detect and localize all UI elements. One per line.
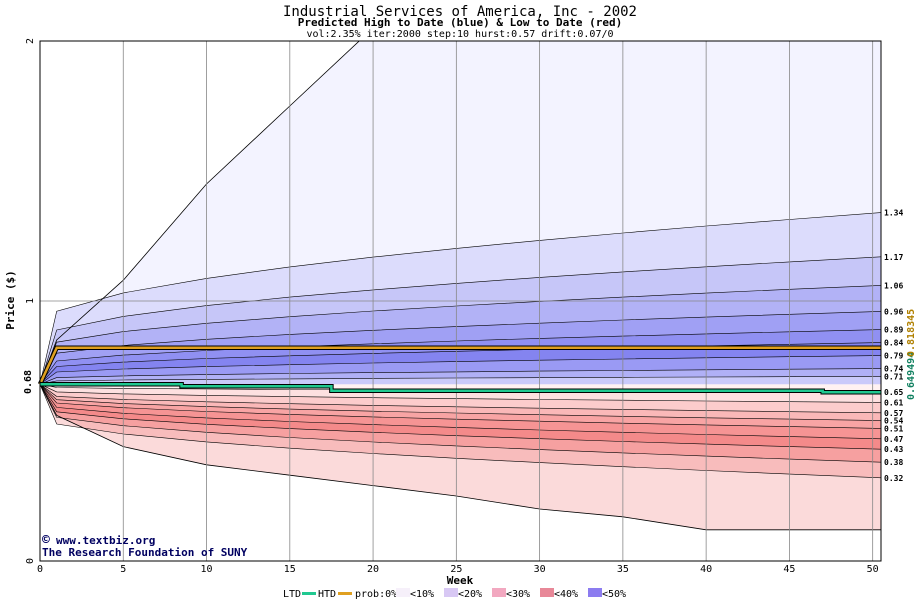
legend-prob-label: prob:0% [355, 589, 397, 600]
legend-prob-label: <50% [602, 589, 626, 600]
level-label: 0.79 [884, 352, 903, 361]
legend: LTD HTD prob:0% <10% <20% <30% <40% <50% [283, 588, 626, 600]
band-red-0.47 [40, 384, 881, 450]
legend-prob-label: <40% [554, 589, 578, 600]
level-label: 1.34 [884, 209, 903, 218]
band-red-0.43 [40, 384, 881, 463]
right-label-high: 0.818345 [906, 309, 917, 357]
blue-level-line [40, 355, 881, 385]
legend-prob-label: <30% [506, 589, 530, 600]
level-label: 1.06 [884, 281, 903, 290]
level-label: 1.17 [884, 253, 903, 262]
level-label: 0.74 [884, 365, 903, 374]
chart-subtitle: Predicted High to Date (blue) & Low to D… [298, 16, 623, 29]
y-tick-label: 1 [25, 298, 36, 304]
band-blue-1.34 [40, 212, 881, 385]
band-blue-0.71 [40, 376, 881, 385]
bands-group [40, 41, 881, 531]
series-ltd [40, 382, 881, 394]
red-level-line [40, 384, 881, 463]
band-blue-1.17 [40, 256, 881, 385]
blue-level-line [40, 285, 881, 385]
band-red-0.61 [40, 384, 881, 413]
right-label-low: 0.649494 [906, 352, 917, 400]
legend-prob-swatch [396, 588, 410, 597]
legend-prob-swatch [588, 588, 602, 597]
band-blue-1.06 [40, 285, 881, 385]
blue-level-line [40, 329, 881, 385]
x-tick-label: 50 [867, 564, 879, 575]
level-label: 0.96 [884, 307, 903, 316]
y-tick-label: 2 [25, 38, 36, 44]
plot-area: 0 5 10 15 20 25 30 35 40 45 50 0 1 2 1.34 1.17 1.06 0.96 0… [25, 38, 903, 575]
band-red-0.51 [40, 384, 881, 439]
level-label: 0.61 [884, 398, 903, 407]
red-level-line [40, 384, 881, 450]
legend-ltd-swatch [302, 592, 316, 595]
current-price-label: 0.68 [23, 370, 34, 394]
x-tick-label: 5 [120, 564, 126, 575]
red-level-line [40, 383, 881, 403]
x-tick-label: 35 [617, 564, 629, 575]
x-tick-label: 10 [201, 564, 213, 575]
level-label: 0.89 [884, 326, 903, 335]
legend-prob-swatch [444, 588, 458, 597]
y-tick-label: 0 [25, 558, 36, 564]
band-red-0.32 [40, 384, 881, 530]
chart-title: Industrial Services of America, Inc - 20… [283, 4, 637, 20]
band-blue-0.96 [40, 311, 881, 385]
upper-envelope-line [40, 41, 360, 385]
x-tick-label: 30 [534, 564, 546, 575]
credit-site: www.textbiz.org [56, 534, 155, 547]
blue-level-line [40, 256, 881, 385]
red-level-line [40, 384, 881, 479]
red-level-line [40, 383, 881, 414]
blue-level-line [40, 368, 881, 385]
lower-envelope-line [40, 384, 881, 531]
series-htd [38, 346, 881, 385]
band-red-0.57 [40, 384, 881, 421]
level-label: 0.32 [884, 474, 903, 483]
blue-level-line [40, 212, 881, 385]
band-red-0.65 [40, 384, 881, 403]
band-blue-0.79 [40, 355, 881, 385]
band-blue-0.74 [40, 368, 881, 385]
level-label: 0.84 [884, 339, 903, 348]
legend-prob-label: <10% [410, 589, 434, 600]
x-tick-label: 15 [284, 564, 296, 575]
red-level-line [40, 384, 881, 440]
band-blue-0.84 [40, 342, 881, 385]
level-label: 0.47 [884, 435, 903, 444]
legend-prob-label: <20% [458, 589, 482, 600]
red-level-line [40, 383, 881, 421]
legend-prob-swatch [540, 588, 554, 597]
level-label: 0.57 [884, 409, 903, 418]
x-axis-label: Week [447, 574, 474, 587]
legend-htd-label: HTD [318, 589, 336, 600]
x-tick-label: 0 [37, 564, 43, 575]
level-label: 0.43 [884, 445, 903, 454]
band-blue-0.89 [40, 329, 881, 385]
chart-params: vol:2.35% iter:2000 step:10 hurst:0.57 d… [306, 29, 613, 40]
level-label: 0.38 [884, 458, 903, 467]
legend-prob-swatch [492, 588, 506, 597]
blue-level-line [40, 376, 881, 385]
x-tick-label: 45 [783, 564, 795, 575]
level-label: 0.71 [884, 372, 903, 381]
band-red-0.38 [40, 384, 881, 478]
credit-org: The Research Foundation of SUNY [42, 546, 248, 559]
level-label: 0.54 [884, 417, 903, 426]
x-tick-label: 25 [450, 564, 462, 575]
legend-ltd-label: LTD [283, 589, 301, 600]
legend-htd-swatch [338, 592, 352, 595]
plot-frame [39, 40, 882, 562]
red-level-line [40, 384, 881, 429]
credit-copyright: © [42, 533, 50, 548]
level-label: 0.65 [884, 388, 903, 397]
x-tick-label: 40 [700, 564, 712, 575]
level-label: 0.51 [884, 424, 903, 433]
y-axis-label: Price ($) [4, 270, 17, 330]
x-tick-label: 20 [367, 564, 379, 575]
